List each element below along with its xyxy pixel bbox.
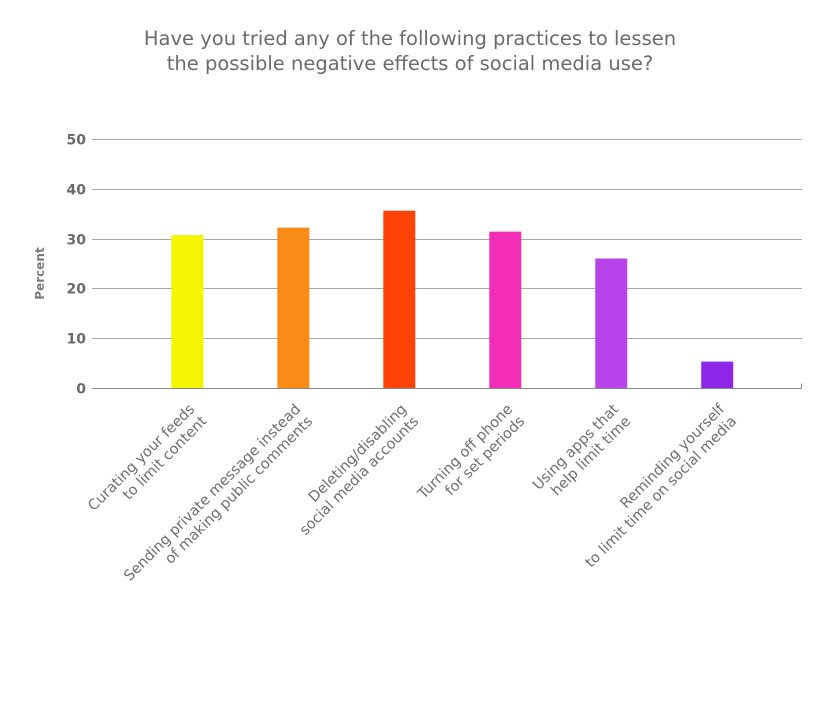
chart-title-line-2: the possible negative effects of social … xyxy=(166,52,654,75)
x-tick-label-line: Deleting/disabling xyxy=(306,402,410,506)
y-tick-label: 0 xyxy=(76,382,86,398)
bar xyxy=(277,227,310,388)
chart-title: Have you tried any of the following prac… xyxy=(0,26,820,76)
y-tick-label: 30 xyxy=(67,233,87,249)
y-tick-label: 10 xyxy=(67,332,87,348)
bar xyxy=(171,235,204,388)
bar xyxy=(701,361,734,388)
x-tick-label-line: social media accounts xyxy=(297,414,422,539)
bar xyxy=(489,231,522,388)
bars xyxy=(171,210,734,388)
x-tick-label-line: Reminding yourself xyxy=(618,401,729,512)
x-tick-label-line: Curating your feeds xyxy=(85,402,198,515)
bar xyxy=(383,210,416,388)
chart-title-line-1: Have you tried any of the following prac… xyxy=(143,27,677,50)
y-axis-label: Percent xyxy=(33,247,47,300)
x-tick-label-line: Sending private message instead xyxy=(121,402,304,585)
x-tick-label-line: Turning off phone xyxy=(415,401,517,503)
y-tick-label: 50 xyxy=(67,133,87,149)
y-tick-label: 20 xyxy=(67,282,87,298)
y-tick-label: 40 xyxy=(67,183,87,199)
bar xyxy=(595,258,628,388)
y-axis-ticks: 0 10 20 30 40 50 xyxy=(67,133,87,398)
gridlines xyxy=(92,139,802,339)
